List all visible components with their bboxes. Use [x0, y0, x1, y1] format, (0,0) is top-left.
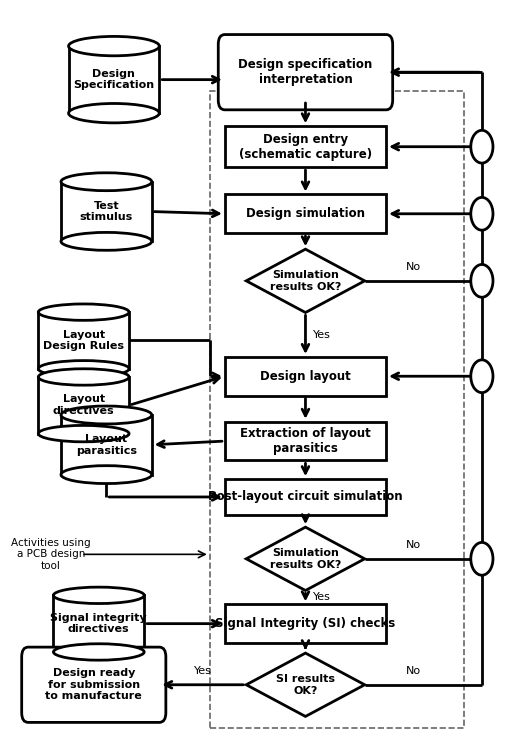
- Text: Simulation
results OK?: Simulation results OK?: [270, 270, 341, 292]
- Text: Yes: Yes: [313, 592, 331, 602]
- Bar: [61, 182, 152, 242]
- Bar: [225, 604, 386, 643]
- Circle shape: [471, 130, 493, 163]
- Text: SI results
OK?: SI results OK?: [276, 674, 335, 696]
- Ellipse shape: [38, 426, 129, 442]
- Ellipse shape: [54, 587, 144, 604]
- Ellipse shape: [61, 466, 152, 483]
- Text: Yes: Yes: [313, 330, 331, 340]
- Circle shape: [471, 360, 493, 393]
- FancyBboxPatch shape: [21, 647, 166, 723]
- Ellipse shape: [68, 103, 159, 123]
- Text: Signal integrity
directives: Signal integrity directives: [51, 613, 147, 634]
- Ellipse shape: [61, 233, 152, 251]
- Ellipse shape: [38, 361, 129, 377]
- Polygon shape: [246, 653, 365, 717]
- Circle shape: [471, 542, 493, 575]
- Bar: [38, 312, 129, 369]
- Polygon shape: [246, 527, 365, 590]
- Bar: [68, 46, 159, 113]
- Ellipse shape: [68, 37, 159, 56]
- Text: Extraction of layout
parasitics: Extraction of layout parasitics: [240, 427, 371, 455]
- Bar: [225, 194, 386, 233]
- Ellipse shape: [54, 644, 144, 660]
- Ellipse shape: [38, 304, 129, 320]
- Text: Layout
parasitics: Layout parasitics: [76, 434, 137, 456]
- Text: Design layout: Design layout: [260, 370, 351, 383]
- Circle shape: [471, 265, 493, 297]
- FancyBboxPatch shape: [218, 34, 392, 110]
- Bar: [210, 91, 464, 728]
- Text: No: No: [406, 262, 421, 272]
- Text: Layout
directives: Layout directives: [53, 394, 114, 416]
- Circle shape: [471, 197, 493, 230]
- Text: Signal Integrity (SI) checks: Signal Integrity (SI) checks: [215, 617, 396, 630]
- Ellipse shape: [61, 173, 152, 191]
- Bar: [225, 357, 386, 396]
- Text: Post-layout circuit simulation: Post-layout circuit simulation: [208, 491, 403, 503]
- Text: Design simulation: Design simulation: [246, 207, 365, 220]
- Bar: [225, 126, 386, 168]
- Bar: [225, 479, 386, 515]
- Text: Design entry
(schematic capture): Design entry (schematic capture): [239, 132, 372, 161]
- Bar: [225, 422, 386, 461]
- Text: Yes: Yes: [194, 666, 212, 675]
- Bar: [54, 595, 144, 652]
- Bar: [61, 415, 152, 474]
- Text: Layout
Design Rules: Layout Design Rules: [43, 330, 124, 352]
- Text: Design
Specification: Design Specification: [74, 69, 154, 91]
- Ellipse shape: [61, 406, 152, 424]
- Text: No: No: [406, 666, 421, 675]
- Bar: [38, 377, 129, 434]
- Ellipse shape: [38, 369, 129, 385]
- Text: Test
stimulus: Test stimulus: [80, 200, 133, 222]
- Text: Design ready
for submission
to manufacture: Design ready for submission to manufactu…: [45, 668, 142, 702]
- Text: Simulation
results OK?: Simulation results OK?: [270, 548, 341, 570]
- Polygon shape: [246, 249, 365, 313]
- Text: Activities using
a PCB design
tool: Activities using a PCB design tool: [11, 538, 91, 571]
- Text: No: No: [406, 540, 421, 550]
- Text: Design specification
interpretation: Design specification interpretation: [238, 58, 373, 86]
